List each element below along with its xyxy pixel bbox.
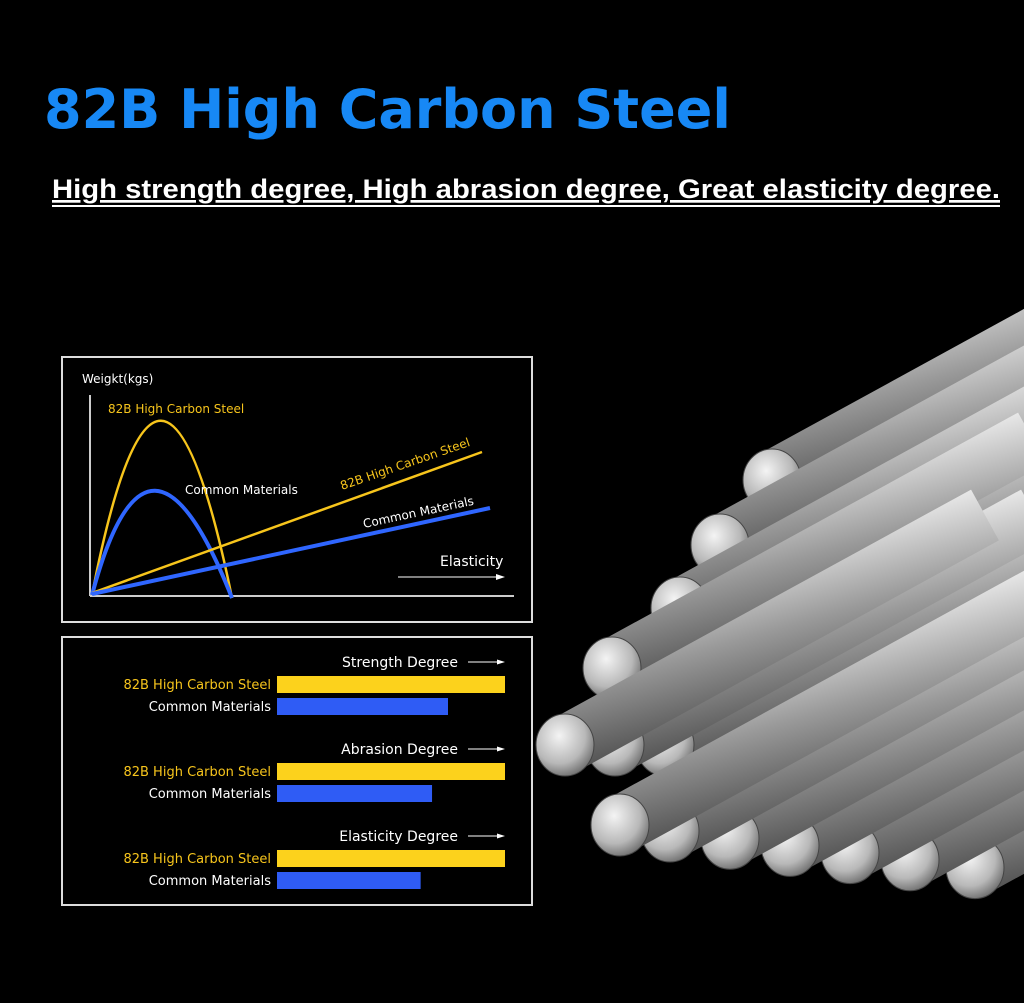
- bar-label: Common Materials: [149, 874, 271, 889]
- bar: [277, 676, 505, 693]
- curve-box: [61, 356, 533, 623]
- rod-body: [706, 345, 1024, 571]
- bar: [277, 698, 448, 715]
- curve-label: Common Materials: [185, 483, 298, 497]
- arrow-head: [497, 659, 505, 665]
- bar-label: 82B High Carbon Steel: [123, 765, 271, 780]
- x-axis-label: Elasticity: [440, 554, 503, 570]
- group-title: Elasticity Degree: [339, 829, 458, 845]
- y-axis-label: Weigkt(kgs): [82, 372, 153, 386]
- curve-label: 82B High Carbon Steel: [108, 402, 244, 416]
- bar: [277, 763, 505, 780]
- bar-label: Common Materials: [149, 787, 271, 802]
- rod-body: [606, 570, 1024, 851]
- rod-body: [598, 412, 1024, 694]
- bar: [277, 872, 421, 889]
- subtitle: High strength degree, High abrasion degr…: [52, 174, 1000, 204]
- curve-steel: [90, 419, 234, 599]
- bar: [277, 850, 505, 867]
- group-title: Abrasion Degree: [341, 742, 458, 758]
- group-title: Strength Degree: [342, 655, 458, 671]
- title: 82B High Carbon Steel: [44, 78, 731, 141]
- rod-end: [590, 793, 650, 857]
- arrow-head: [497, 746, 505, 752]
- rod-end: [535, 713, 595, 777]
- bar-label: 82B High Carbon Steel: [123, 678, 271, 693]
- steel-rods: [535, 308, 1024, 900]
- arrow-head: [497, 833, 505, 839]
- rod-body: [551, 489, 999, 771]
- bar: [277, 785, 433, 802]
- bar-label: 82B High Carbon Steel: [123, 852, 271, 867]
- line-steel: [91, 450, 483, 595]
- bar-groups: Strength Degree 82B High Carbon Steel Comm…: [123, 655, 505, 889]
- bar-label: Common Materials: [149, 700, 271, 715]
- line-common: [91, 506, 491, 596]
- arrow-head: [496, 574, 505, 580]
